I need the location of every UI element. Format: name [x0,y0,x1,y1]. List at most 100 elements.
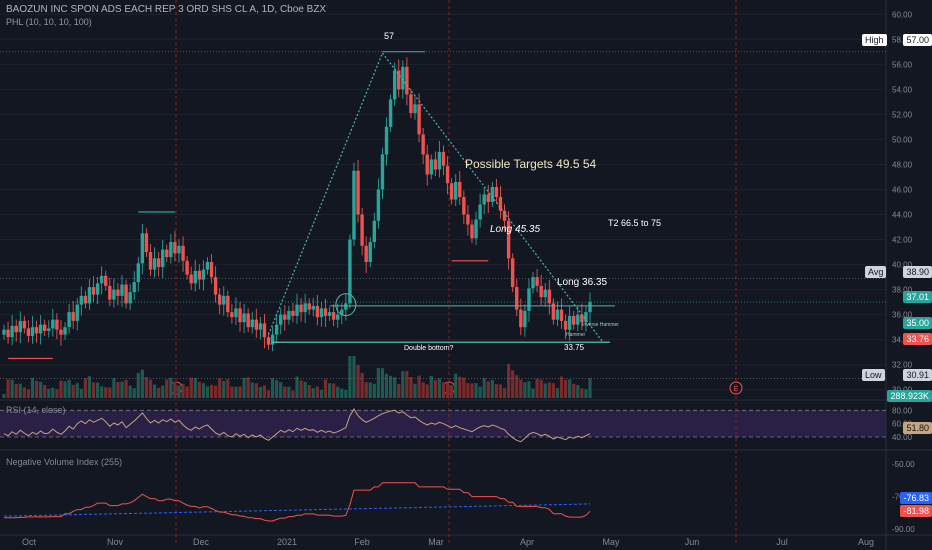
volume-bar [388,375,393,398]
volume-bar [466,383,470,398]
volume-bar [30,377,35,398]
candle-body [445,165,450,184]
volume-bar [425,384,429,398]
volume-bar [275,380,279,398]
candle-body [425,154,429,175]
indicator-label: PHL (10, 10, 10, 100) [6,17,92,27]
candle-body [523,310,527,328]
downtrend-line [381,52,604,343]
candle-body [502,210,507,221]
volume-bar [519,379,523,398]
candle-body [356,170,360,215]
candle-body [34,327,39,334]
volume-bar [393,377,397,398]
y-tick-label: 36.00 [892,311,913,320]
volume-bar [71,384,75,398]
volume-bar [173,381,177,398]
volume-bar [254,383,258,398]
volume-bar [201,383,206,398]
candle-body [486,194,490,202]
volume-bar [523,382,527,398]
candle-body [319,308,324,318]
candle-body [95,283,100,295]
volume-bar [6,379,10,398]
volume-bar [185,386,189,398]
candle-body [169,242,173,258]
volume-bar [258,387,262,398]
candle-body [335,314,340,320]
volume-bar [47,388,51,398]
volume-bar [498,384,503,398]
volume-bar [502,388,507,398]
volume-bar [413,383,417,398]
candle-body [140,233,145,264]
volume-bar [588,378,592,398]
candle-body [531,277,535,289]
volume-bar [531,388,535,398]
nvi-tick-label: -50.00 [892,460,915,469]
volume-bar [246,377,250,398]
candle-body [588,302,592,313]
x-tick-label: 2021 [277,537,297,547]
candle-body [217,294,222,305]
rsi-tick-label: 60.00 [892,420,913,429]
candle-body [498,196,503,211]
volume-bar [43,385,47,398]
volume-bar [417,375,421,398]
candle-body [120,284,124,296]
chart-title: BAOZUN INC SPON ADS EACH REP 3 ORD SHS C… [6,4,327,15]
candle-body [30,327,35,336]
candle-body [327,312,332,316]
targets-annotation: Possible Targets 49.5 54 [465,157,597,171]
volume-bar [372,383,376,398]
volume-bar [18,383,22,398]
volume-bar [100,386,104,398]
high-tag-value: 57.00 [903,34,932,46]
volume-bar [340,388,344,398]
volume-bar [580,388,584,398]
nvi-value-a-tag: -76.83 [900,492,932,504]
x-tick-label: Apr [520,537,534,547]
avg-tag-value: 38.90 [903,266,932,278]
volume-tag: 288.923K [887,390,932,402]
volume-bar [83,378,87,398]
volume-bar [511,370,515,398]
y-tick-label: 48.00 [892,160,913,169]
volume-bar [189,377,193,398]
volume-bar [559,376,564,398]
candle-body [348,239,352,304]
volume-bar [152,384,157,398]
candle-body [51,319,55,329]
candle-body [519,309,523,328]
volume-bar [470,383,474,398]
breakout-circle [335,293,357,317]
rsi-pane-label: RSI (14, close) [6,405,66,415]
y-tick-label: 56.00 [892,60,913,69]
candle-body [547,289,552,304]
volume-bar [136,373,140,398]
volume-bar [535,378,539,398]
volume-bar [384,373,389,398]
nvi-line [4,482,591,522]
x-tick-label: Oct [22,537,37,547]
candle-body [441,151,446,166]
volume-bar [584,389,588,398]
volume-bar [462,377,466,398]
high-tag-name: High [862,34,887,46]
candle-body [87,287,92,304]
x-tick-label: Jun [685,537,700,547]
candle-body [246,313,250,328]
candle-body [99,275,104,284]
volume-bar [193,378,197,398]
candle-body [83,295,88,304]
candle-body [262,323,267,338]
rsi-line [3,408,591,443]
candle-body [368,242,372,263]
rsi-tick-label: 80.00 [892,406,913,415]
candle-body [209,262,214,278]
candle-body [205,262,210,270]
volume-bar [405,370,409,398]
volume-bar [356,365,360,398]
y-tick-label: 52.00 [892,110,913,119]
